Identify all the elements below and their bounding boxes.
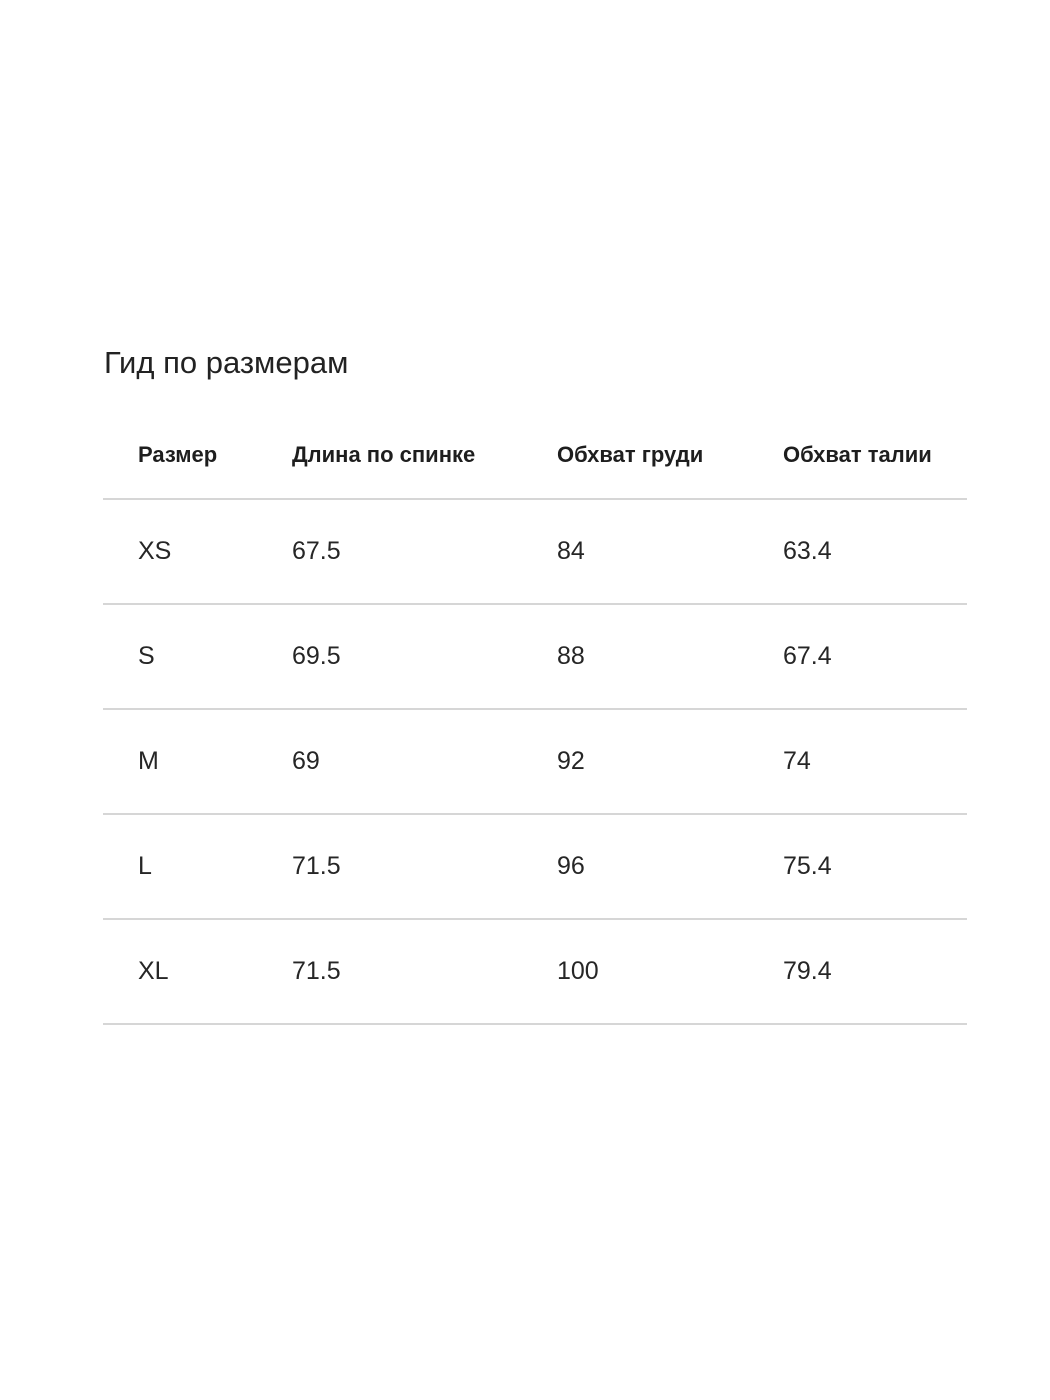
- cell-back-length: 71.5: [292, 814, 557, 920]
- cell-back-length: 71.5: [292, 919, 557, 1025]
- cell-waist: 74: [783, 709, 967, 815]
- table-header-row: Размер Длина по спинке Обхват груди Обхв…: [103, 411, 967, 500]
- cell-waist: 67.4: [783, 604, 967, 710]
- cell-waist: 75.4: [783, 814, 967, 920]
- cell-waist: 79.4: [783, 919, 967, 1025]
- cell-chest: 96: [557, 814, 783, 920]
- header-back-length: Длина по спинке: [292, 411, 557, 500]
- cell-back-length: 69.5: [292, 604, 557, 710]
- cell-chest: 92: [557, 709, 783, 815]
- table-row: XL 71.5 100 79.4: [103, 919, 967, 1025]
- cell-back-length: 69: [292, 709, 557, 815]
- cell-size: M: [103, 709, 292, 815]
- table-row: L 71.5 96 75.4: [103, 814, 967, 920]
- header-size: Размер: [103, 411, 292, 500]
- table-row: XS 67.5 84 63.4: [103, 499, 967, 605]
- page-title: Гид по размерам: [104, 345, 349, 380]
- size-guide-table: Размер Длина по спинке Обхват груди Обхв…: [103, 411, 967, 1025]
- cell-size: S: [103, 604, 292, 710]
- header-chest: Обхват груди: [557, 411, 783, 500]
- cell-chest: 84: [557, 499, 783, 605]
- cell-chest: 100: [557, 919, 783, 1025]
- cell-size: XS: [103, 499, 292, 605]
- cell-back-length: 67.5: [292, 499, 557, 605]
- cell-size: L: [103, 814, 292, 920]
- table-row: M 69 92 74: [103, 709, 967, 815]
- header-waist: Обхват талии: [783, 411, 967, 500]
- cell-size: XL: [103, 919, 292, 1025]
- cell-waist: 63.4: [783, 499, 967, 605]
- table-row: S 69.5 88 67.4: [103, 604, 967, 710]
- cell-chest: 88: [557, 604, 783, 710]
